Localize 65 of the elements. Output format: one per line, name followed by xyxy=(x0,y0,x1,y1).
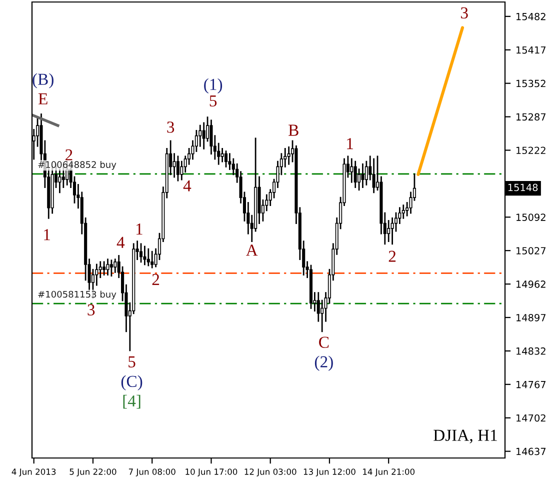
annotation: 4 xyxy=(116,236,125,248)
y-tick-label: 14962 xyxy=(516,280,546,288)
annotation: 2 xyxy=(388,250,396,262)
candlestick xyxy=(139,243,143,263)
candlestick xyxy=(102,261,106,276)
annotation: 2 xyxy=(66,149,72,160)
y-tick-label: 15482 xyxy=(516,12,546,20)
y-tick-label: 15092 xyxy=(516,214,546,221)
annotation: E xyxy=(38,93,48,104)
annotation: [4] xyxy=(123,394,140,409)
candlestick xyxy=(387,220,390,242)
annotation: (1) xyxy=(204,78,222,94)
y-tick-label: 14832 xyxy=(516,347,546,355)
y-tick-label: 14702 xyxy=(516,414,546,422)
candlestick xyxy=(176,156,180,182)
candlestick xyxy=(202,122,206,150)
annotation: 3 xyxy=(167,122,174,133)
candlestick xyxy=(350,158,354,183)
annotation: B xyxy=(288,124,298,136)
y-tick-label: 14897 xyxy=(516,314,546,322)
annotation: 2 xyxy=(152,274,160,285)
annotation: 1 xyxy=(44,229,50,240)
candlestick xyxy=(106,258,110,276)
annotation: 1 xyxy=(136,224,142,235)
x-tick-label: 4 Jun 2013 xyxy=(12,468,56,476)
candlestick xyxy=(172,153,176,178)
annotation: (2) xyxy=(314,356,333,371)
candlestick xyxy=(95,264,98,286)
candlestick xyxy=(361,163,364,188)
y-tick-label: 14767 xyxy=(516,380,546,388)
y-tick-label: 14637 xyxy=(516,448,546,456)
x-tick-label: 10 Jun 17:00 xyxy=(186,468,238,476)
ref-line-label: #100581153 buy xyxy=(38,290,116,300)
candlestick xyxy=(143,246,146,266)
y-tick-label: 15222 xyxy=(516,146,546,154)
candlestick xyxy=(114,258,117,273)
candlestick xyxy=(110,260,113,276)
annotation: (C) xyxy=(121,375,142,390)
x-tick-label: 5 Jun 22:00 xyxy=(70,468,116,476)
candlestick xyxy=(354,160,357,188)
candlestick xyxy=(220,148,224,162)
annotation: 1 xyxy=(347,138,353,150)
annotation: 5 xyxy=(210,95,217,107)
annotation: A xyxy=(246,244,258,256)
annotation: 15148 xyxy=(508,184,538,192)
annotation: (B) xyxy=(32,73,54,88)
candlestick xyxy=(224,150,228,168)
annotation: 4 xyxy=(183,180,192,192)
y-tick-label: 15027 xyxy=(516,247,546,254)
x-tick-label: 7 Jun 08:00 xyxy=(128,468,176,476)
candlestick xyxy=(150,250,154,268)
candlestick xyxy=(146,248,150,266)
x-tick-label: 13 Jun 12:00 xyxy=(304,468,356,476)
annotation: 3 xyxy=(88,304,95,316)
ref-line-label: #100648852 buy xyxy=(38,160,116,170)
annotation: 3 xyxy=(460,7,468,19)
y-tick-label: 15352 xyxy=(516,80,546,88)
annotation: C xyxy=(319,336,329,348)
x-tick-label: 12 Jun 03:00 xyxy=(244,468,296,476)
annotation: 5 xyxy=(128,356,136,368)
annotation: DJIA, H1 xyxy=(434,430,497,444)
x-tick-label: 14 Jun 21:00 xyxy=(363,468,415,476)
y-tick-label: 15287 xyxy=(516,113,546,121)
candlestick xyxy=(372,158,376,194)
y-tick-label: 15417 xyxy=(516,46,546,54)
